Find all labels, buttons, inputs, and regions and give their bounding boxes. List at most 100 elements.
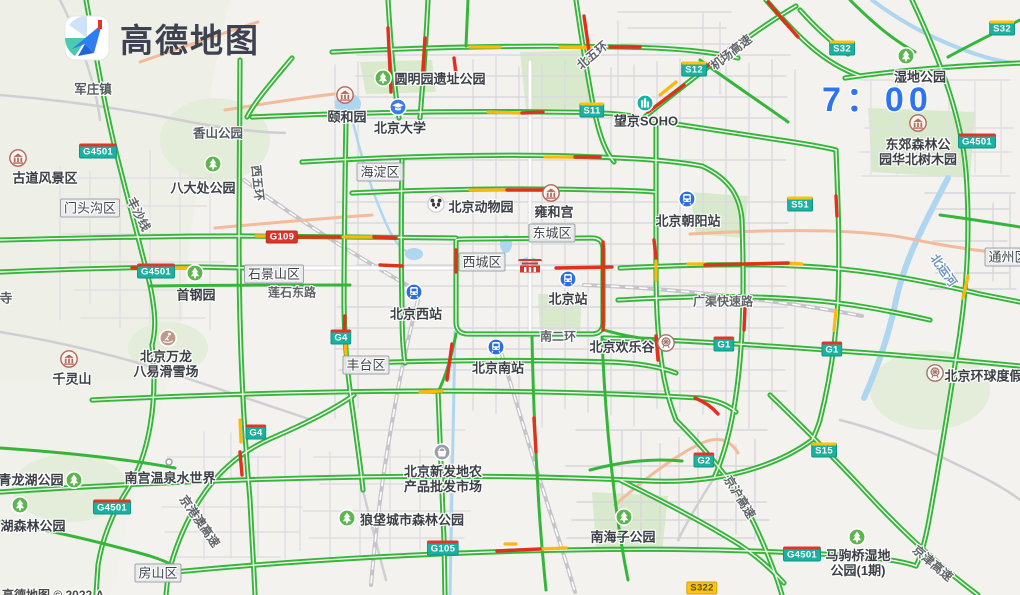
copyright: 高德地图 © 2022 A bbox=[2, 588, 105, 595]
park-icon bbox=[615, 508, 634, 527]
poi-label-line: 湖森林公园 bbox=[0, 518, 66, 534]
poi-label-line: 古道风景区 bbox=[12, 170, 78, 186]
park-icon bbox=[186, 264, 205, 283]
park-icon bbox=[338, 509, 357, 528]
poi-label[interactable]: 首钢园 bbox=[176, 288, 215, 303]
poi-label-line: 圆明园遗址公园 bbox=[394, 71, 486, 87]
poi-label-line: 北京动物园 bbox=[448, 199, 514, 215]
market-icon bbox=[433, 443, 452, 462]
road-shield: G105 bbox=[426, 540, 460, 556]
park-icon bbox=[897, 47, 916, 66]
poi-label-line: 公园(1期) bbox=[830, 563, 886, 578]
river-label: 北运河 bbox=[927, 251, 960, 290]
poi-label[interactable]: 望京SOHO bbox=[614, 114, 678, 129]
poi-label[interactable]: 八大处公园 bbox=[170, 181, 235, 196]
ferris-icon bbox=[657, 334, 676, 353]
museum-icon bbox=[9, 149, 28, 168]
district-label: 丰台区 bbox=[342, 355, 390, 375]
district-label: 房山区 bbox=[134, 563, 182, 583]
poi-label[interactable]: 南海子公园 bbox=[590, 530, 655, 545]
poi-label[interactable]: 马驹桥湿地 公园(1期) bbox=[825, 548, 890, 578]
poi-label-line: 首钢园 bbox=[176, 287, 216, 303]
road-label: 京沪高速 bbox=[720, 473, 759, 522]
poi-label-line: 北京南站 bbox=[471, 360, 525, 376]
road-shield: G109 bbox=[265, 230, 299, 244]
road-shield: G4501 bbox=[78, 143, 118, 159]
road-shield: G1 bbox=[713, 336, 735, 352]
poi-label-line: 望京SOHO bbox=[613, 113, 679, 129]
park-icon bbox=[848, 528, 867, 547]
station-icon bbox=[487, 338, 506, 357]
road-label: 机场高速 bbox=[708, 32, 755, 73]
district-label: 西城区 bbox=[458, 252, 506, 272]
road-label: 南二环 bbox=[539, 329, 577, 344]
poi-label-line: 北京大学 bbox=[373, 120, 427, 136]
road-shield: G4501 bbox=[782, 546, 822, 562]
town-label: 军庄镇 bbox=[74, 82, 112, 97]
poi-label-line: 产品批发市场 bbox=[403, 479, 483, 494]
road-label: 北五环 bbox=[574, 38, 611, 73]
road-label: 京港澳高速 bbox=[176, 492, 223, 550]
road-label: 广渠快速路 bbox=[692, 294, 754, 309]
poi-label[interactable]: 北京朝阳站 bbox=[655, 214, 720, 229]
dot-icon bbox=[163, 456, 175, 468]
university-icon bbox=[389, 98, 408, 117]
museum-icon bbox=[60, 350, 79, 369]
poi-label[interactable]: 青龙湖公园 bbox=[0, 473, 64, 488]
road-shield: S12 bbox=[681, 61, 707, 77]
road-label: 京津高速 bbox=[909, 542, 956, 585]
poi-label[interactable]: 北京南站 bbox=[472, 361, 524, 376]
poi-label[interactable]: 圆明园遗址公园 bbox=[394, 72, 485, 87]
poi-label-line: 千灵山 bbox=[52, 371, 92, 387]
town-label: 寺 bbox=[0, 291, 13, 306]
road-shield: S32 bbox=[989, 20, 1015, 36]
poi-label-line: 北京站 bbox=[548, 291, 588, 307]
museum-icon bbox=[336, 86, 355, 105]
road-label: 莲石东路 bbox=[267, 285, 317, 300]
district-label: 海淀区 bbox=[356, 162, 404, 182]
poi-label[interactable]: 北京万龙 八易滑雪场 bbox=[133, 349, 198, 379]
poi-label[interactable]: 狼垡城市森林公园 bbox=[360, 513, 464, 528]
poi-label[interactable]: 湿地公园 bbox=[894, 70, 946, 85]
panda-icon bbox=[427, 195, 446, 214]
poi-label[interactable]: 南宫温泉水世界 bbox=[124, 471, 215, 486]
poi-label-line: 北京环球度假区 bbox=[944, 368, 1020, 384]
building-icon bbox=[636, 94, 655, 113]
park-icon bbox=[374, 69, 393, 88]
town-label: 香山公园 bbox=[192, 126, 244, 141]
road-shield: G4501 bbox=[92, 499, 132, 515]
poi-label-line: 北京新发地农 bbox=[403, 464, 483, 479]
poi-label-line: 东郊森林公 bbox=[885, 137, 951, 152]
poi-label[interactable]: 北京欢乐谷 bbox=[589, 340, 654, 355]
poi-label[interactable]: 东郊森林公 园华北树木园 bbox=[879, 137, 957, 167]
poi-label-line: 马驹桥湿地 bbox=[825, 548, 891, 563]
amap-logo-text: 高德地图 bbox=[120, 22, 260, 59]
poi-label[interactable]: 北京环球度假区 bbox=[944, 369, 1020, 384]
poi-label-line: 狼垡城市森林公园 bbox=[359, 512, 465, 528]
poi-label-line: 北京朝阳站 bbox=[655, 213, 721, 229]
park-icon bbox=[11, 496, 30, 515]
poi-label[interactable]: 湖森林公园 bbox=[0, 519, 65, 534]
road-label: 西五环 bbox=[248, 164, 267, 202]
road-shield: G4501 bbox=[957, 133, 997, 149]
poi-label-line: 湿地公园 bbox=[893, 69, 947, 85]
road-shield: G4501 bbox=[136, 263, 176, 279]
poi-label[interactable]: 古道风景区 bbox=[12, 171, 77, 186]
poi-label-line: 南宫温泉水世界 bbox=[124, 470, 216, 486]
poi-label-line: 青龙湖公园 bbox=[0, 472, 64, 488]
park-icon bbox=[204, 155, 223, 174]
poi-label[interactable]: 千灵山 bbox=[52, 372, 91, 387]
poi-label[interactable]: 雍和宫 bbox=[534, 205, 573, 220]
road-shield: G4 bbox=[330, 329, 352, 345]
district-label: 东城区 bbox=[528, 223, 576, 243]
road-shield: S51 bbox=[787, 196, 813, 212]
poi-label[interactable]: 北京站 bbox=[548, 292, 587, 307]
poi-label[interactable]: 北京大学 bbox=[374, 121, 426, 136]
poi-label[interactable]: 北京新发地农 产品批发市场 bbox=[404, 464, 482, 494]
poi-label[interactable]: 北京动物园 bbox=[448, 200, 513, 215]
poi-label[interactable]: 北京西站 bbox=[390, 307, 442, 322]
poi-label[interactable]: 颐和园 bbox=[327, 110, 366, 125]
road-shield: S32 bbox=[829, 40, 855, 56]
